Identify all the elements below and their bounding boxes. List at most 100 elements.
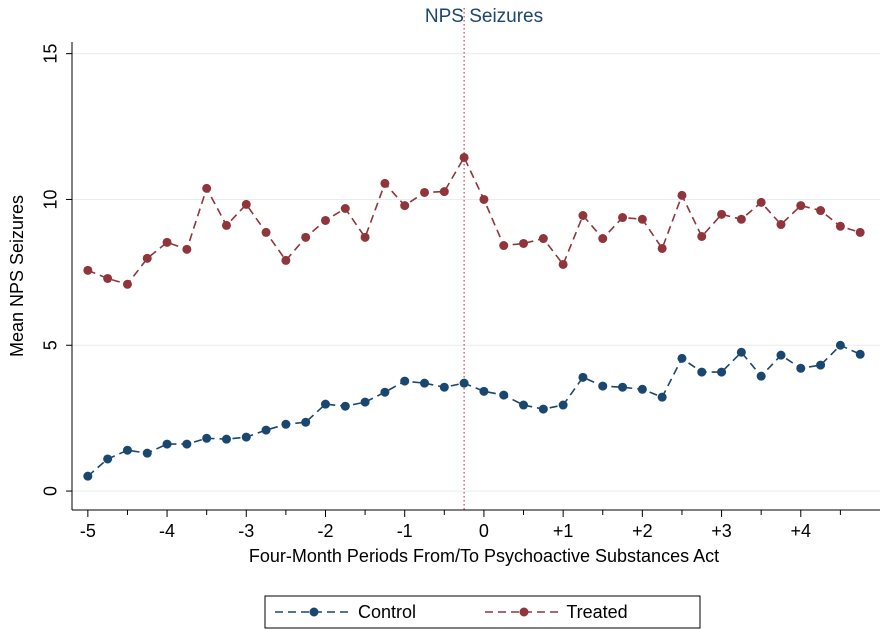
data-point — [796, 363, 806, 373]
data-point — [538, 234, 548, 244]
data-point — [103, 273, 113, 283]
data-point — [261, 425, 271, 435]
data-point — [776, 220, 786, 230]
x-tick-label: +1 — [553, 521, 574, 541]
data-point — [400, 376, 410, 386]
data-point — [301, 417, 311, 427]
data-point — [459, 152, 469, 162]
data-point — [340, 203, 350, 213]
data-point — [756, 371, 766, 381]
data-point — [637, 214, 647, 224]
data-point — [122, 279, 132, 289]
data-point — [202, 433, 212, 443]
data-point — [162, 439, 172, 449]
data-point — [281, 255, 291, 265]
data-point — [439, 187, 449, 197]
chart-title: NPS Seizures — [425, 6, 543, 27]
data-point — [221, 220, 231, 230]
data-point — [816, 360, 826, 370]
data-point — [103, 454, 113, 464]
x-tick-label: -3 — [238, 521, 254, 541]
x-tick-label: -2 — [317, 521, 333, 541]
x-tick-label: -4 — [159, 521, 175, 541]
legend-label: Treated — [566, 602, 627, 622]
data-point — [142, 448, 152, 458]
legend-label: Control — [358, 602, 416, 622]
data-point — [697, 231, 707, 241]
data-point — [677, 190, 687, 200]
data-point — [677, 353, 687, 363]
data-point — [142, 253, 152, 263]
data-point — [736, 347, 746, 357]
data-point — [598, 381, 608, 391]
data-point — [618, 382, 628, 392]
data-point — [340, 401, 350, 411]
data-point — [261, 227, 271, 237]
legend-marker — [309, 607, 319, 617]
data-point — [479, 194, 489, 204]
data-point — [697, 367, 707, 377]
data-point — [182, 439, 192, 449]
y-tick-label: 0 — [41, 486, 61, 496]
data-point — [657, 392, 667, 402]
data-point — [855, 227, 865, 237]
data-point — [796, 201, 806, 211]
data-point — [221, 434, 231, 444]
data-point — [459, 378, 469, 388]
x-tick-label: +2 — [632, 521, 653, 541]
data-point — [281, 419, 291, 429]
data-point — [83, 265, 93, 275]
data-point — [835, 221, 845, 231]
data-point — [598, 234, 608, 244]
x-tick-label: -5 — [80, 521, 96, 541]
legend-marker — [519, 607, 529, 617]
data-point — [717, 367, 727, 377]
data-point — [637, 384, 647, 394]
data-point — [558, 400, 568, 410]
data-point — [835, 340, 845, 350]
data-point — [736, 214, 746, 224]
series-line — [87, 344, 861, 477]
data-point — [578, 210, 588, 220]
data-point — [420, 378, 430, 388]
data-point — [241, 432, 251, 442]
data-point — [618, 213, 628, 223]
data-point — [558, 259, 568, 269]
data-point — [538, 404, 548, 414]
data-point — [202, 183, 212, 193]
data-point — [479, 386, 489, 396]
y-tick-label: 5 — [41, 340, 61, 350]
data-point — [420, 187, 430, 197]
data-point — [519, 238, 529, 248]
data-point — [578, 372, 588, 382]
y-axis-label: Mean NPS Seizures — [7, 195, 27, 357]
x-tick-label: +3 — [711, 521, 732, 541]
data-point — [756, 197, 766, 207]
data-point — [162, 237, 172, 247]
data-point — [83, 471, 93, 481]
data-point — [776, 350, 786, 360]
data-point — [360, 232, 370, 242]
data-point — [122, 445, 132, 455]
data-point — [855, 349, 865, 359]
data-point — [360, 397, 370, 407]
data-point — [717, 209, 727, 219]
legend-box — [264, 595, 701, 629]
x-tick-label: +4 — [791, 521, 812, 541]
data-point — [320, 215, 330, 225]
data-point — [499, 390, 509, 400]
data-point — [380, 387, 390, 397]
x-axis-label: Four-Month Periods From/To Psychoactive … — [249, 546, 719, 566]
data-point — [320, 399, 330, 409]
data-point — [499, 241, 509, 251]
x-tick-label: 0 — [479, 521, 489, 541]
data-point — [380, 178, 390, 188]
data-point — [519, 400, 529, 410]
data-point — [182, 244, 192, 254]
x-tick-label: -1 — [397, 521, 413, 541]
data-point — [439, 382, 449, 392]
data-point — [301, 232, 311, 242]
data-point — [400, 201, 410, 211]
